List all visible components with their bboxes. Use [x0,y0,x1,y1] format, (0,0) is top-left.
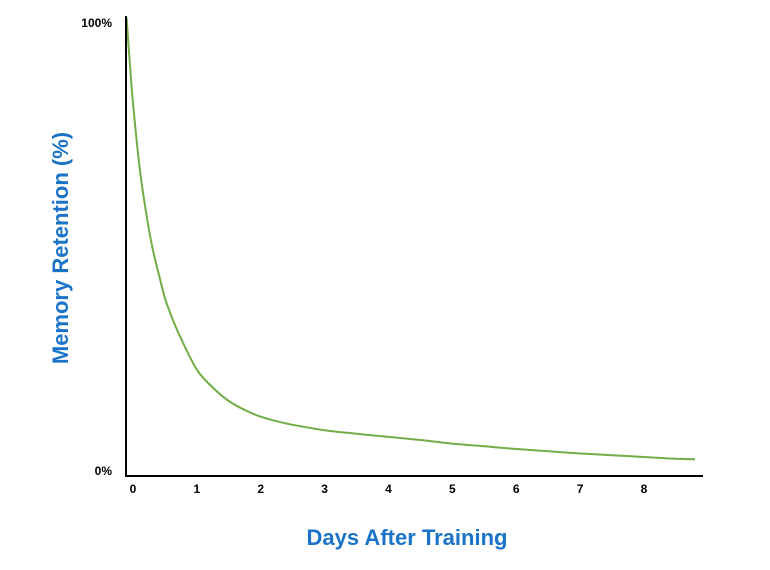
x-tick-label: 7 [577,482,584,496]
x-tick-label: 4 [385,482,392,496]
y-axis-title: Memory Retention (%) [48,132,73,364]
retention-curve [125,17,696,461]
x-tick-label: 3 [321,482,328,496]
x-tick-label: 1 [194,482,201,496]
y-tick-label: 0% [95,464,113,478]
x-axis-title: Days After Training [307,525,508,550]
x-tick-label: 5 [449,482,456,496]
tick-labels: 0 1 2 3 4 5 6 7 8 0% 100% [81,16,647,496]
y-tick-label: 100% [81,16,112,30]
x-tick-label: 6 [513,482,520,496]
x-tick-label: 8 [641,482,648,496]
x-tick-label: 2 [257,482,264,496]
x-tick-label: 0 [130,482,137,496]
